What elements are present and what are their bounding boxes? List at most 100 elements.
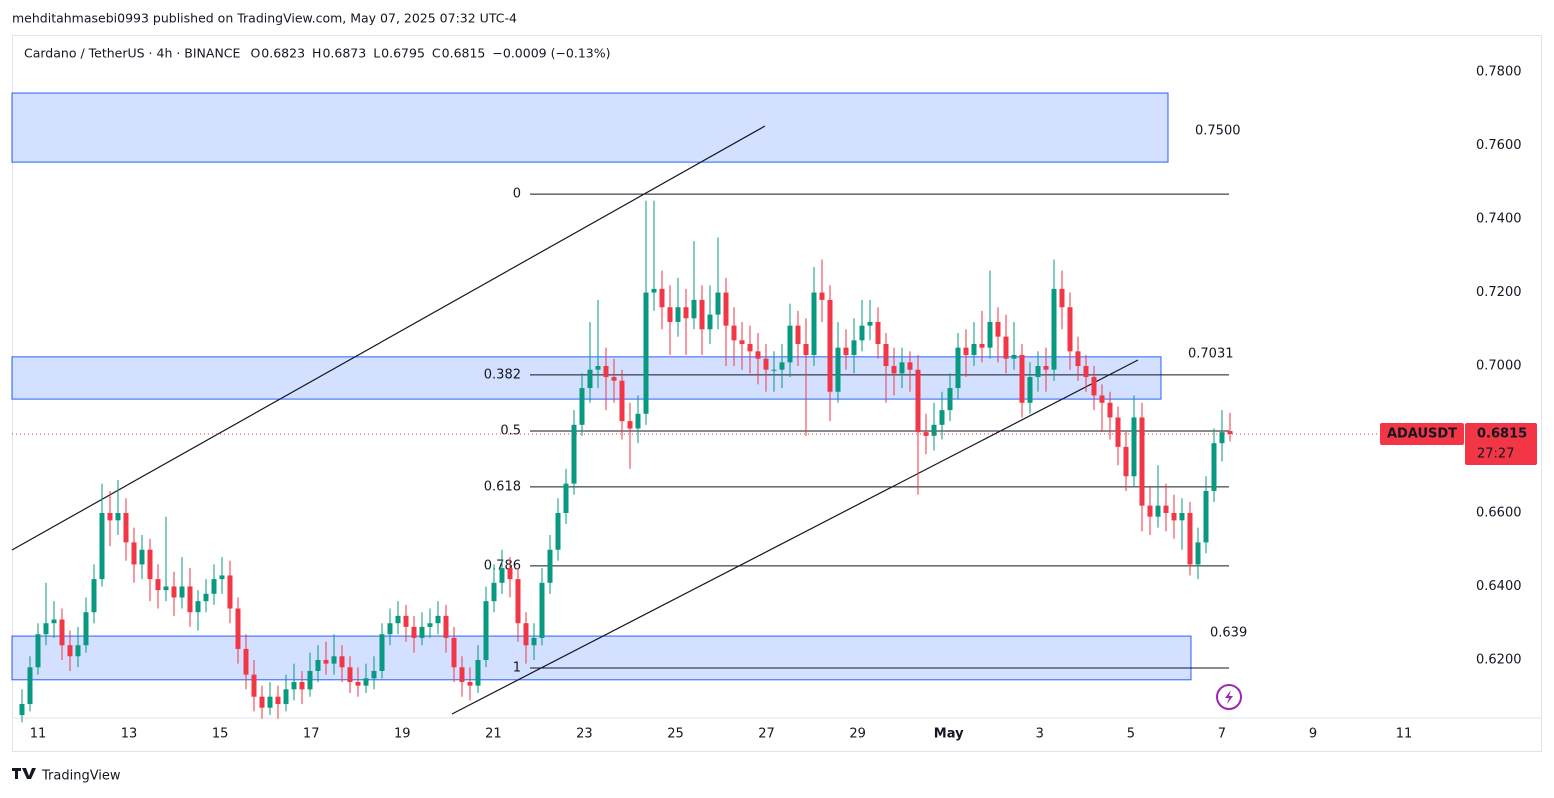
candle-body xyxy=(1163,505,1169,513)
candle-body xyxy=(211,579,217,594)
ohlc-value: 0.6815 xyxy=(442,46,486,61)
candle-body xyxy=(1195,542,1201,565)
candle-body xyxy=(219,575,225,580)
footer-brand: TradingView xyxy=(41,769,121,784)
candle-body xyxy=(739,340,745,344)
candle-body xyxy=(419,626,425,638)
y-tick-label: 0.7200 xyxy=(1476,285,1522,300)
candle-body xyxy=(811,292,817,356)
tv-logo xyxy=(12,768,36,779)
y-tick-label: 0.6400 xyxy=(1476,579,1522,594)
candle-body xyxy=(251,674,257,697)
candle-body xyxy=(59,619,65,646)
candle-body xyxy=(1123,446,1129,477)
candle-body xyxy=(91,579,97,613)
candle-body xyxy=(1075,351,1081,367)
candle-body xyxy=(259,696,265,708)
candle-body xyxy=(835,347,841,392)
candle-body xyxy=(323,659,329,664)
candle-body xyxy=(523,623,529,646)
candle-body xyxy=(299,681,305,690)
candle-body xyxy=(371,670,377,679)
candle-body xyxy=(1131,417,1137,477)
candle-body xyxy=(339,656,345,668)
candle-body xyxy=(1179,512,1185,521)
trend-line xyxy=(451,359,1139,715)
x-tick-label: 19 xyxy=(394,727,411,742)
candle-body xyxy=(1059,288,1065,308)
candle-body xyxy=(267,696,273,708)
candle-body xyxy=(1107,402,1113,418)
candle-body xyxy=(891,366,897,374)
countdown: 27:27 xyxy=(1477,446,1514,461)
candle-body xyxy=(731,325,737,341)
x-tick-label: 9 xyxy=(1309,727,1317,742)
candle-body xyxy=(915,369,921,433)
candle-body xyxy=(691,299,697,319)
ohlc-value: 0.6873 xyxy=(322,46,366,61)
candle-body xyxy=(275,696,281,705)
candle-body xyxy=(155,579,161,591)
candle-body xyxy=(707,314,713,330)
candle-body xyxy=(115,512,121,521)
candle-body xyxy=(1083,366,1089,378)
candle-body xyxy=(347,667,353,682)
candle-body xyxy=(395,615,401,624)
x-tick-label: May xyxy=(934,727,964,742)
change: −0.0009 (−0.13%) xyxy=(492,46,610,61)
candle-body xyxy=(131,542,137,565)
candle-body xyxy=(187,586,193,613)
y-tick-label: 0.7800 xyxy=(1476,65,1522,80)
x-tick-label: 3 xyxy=(1036,727,1044,742)
candle-body xyxy=(1147,505,1153,517)
candle-body xyxy=(1187,512,1193,565)
candle-body xyxy=(387,623,393,635)
candle-body xyxy=(451,637,457,668)
candle-body xyxy=(1219,432,1225,444)
symbol: Cardano / TetherUS · 4h · BINANCE xyxy=(24,46,241,61)
zone xyxy=(11,635,1192,681)
candle-body xyxy=(531,637,537,646)
candle-body xyxy=(99,512,105,580)
candle-body xyxy=(203,593,209,602)
candle-body xyxy=(555,512,561,550)
candle-body xyxy=(907,362,913,370)
candle-body xyxy=(611,377,617,381)
candle-body xyxy=(779,362,785,370)
candle-body xyxy=(195,601,201,613)
candle-body xyxy=(819,292,825,300)
candle-body xyxy=(283,689,289,705)
candle-body xyxy=(867,321,873,326)
ticker-tag xyxy=(1380,422,1464,445)
candle-body xyxy=(363,678,369,686)
x-tick-label: 15 xyxy=(212,727,229,742)
fib-label: 0.382 xyxy=(484,367,521,382)
candle-body xyxy=(139,549,145,565)
candle-body xyxy=(1027,377,1033,403)
candle-body xyxy=(515,579,521,624)
candle-body xyxy=(683,307,689,319)
candle-body xyxy=(979,343,985,348)
fib-label: 0 xyxy=(513,187,521,202)
candle-body xyxy=(795,325,801,344)
zone-label: 0.639 xyxy=(1210,626,1247,641)
candle-body xyxy=(147,549,153,580)
candle-body xyxy=(1155,505,1161,517)
candle-body xyxy=(1091,377,1097,396)
candle-body xyxy=(987,321,993,348)
candle-body xyxy=(667,307,673,322)
alert-icon[interactable] xyxy=(1216,684,1242,710)
candle-body xyxy=(1139,417,1145,506)
candle-body xyxy=(627,421,633,429)
candle-body xyxy=(659,288,665,308)
candle-body xyxy=(803,343,809,356)
candle-body xyxy=(643,292,649,414)
fib-label: 0.618 xyxy=(484,479,521,494)
price-label: 0.6815 xyxy=(1477,426,1527,441)
candle-body xyxy=(963,347,969,356)
x-tick-label: 21 xyxy=(485,727,502,742)
ticker-label: ADAUSDT xyxy=(1387,426,1457,441)
candle-body xyxy=(787,325,793,363)
candle-body xyxy=(899,362,905,374)
x-tick-label: 11 xyxy=(30,727,47,742)
